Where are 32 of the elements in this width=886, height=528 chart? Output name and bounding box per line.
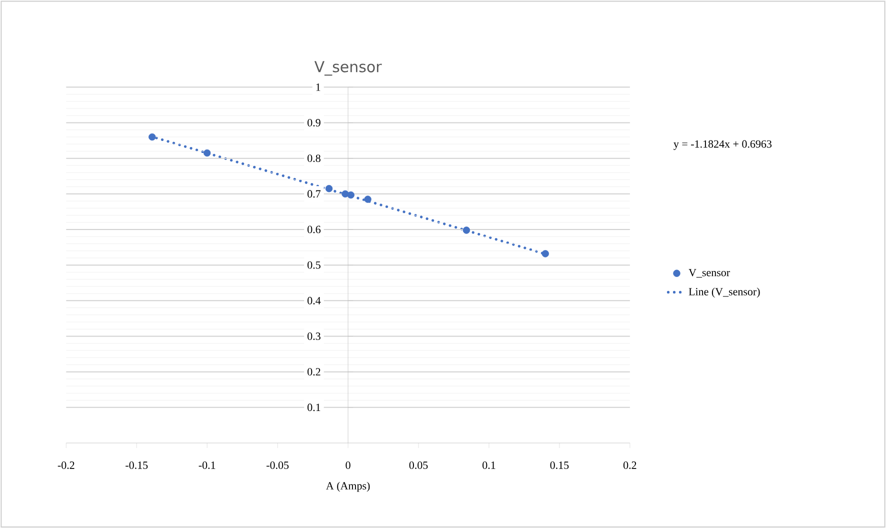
x-tick-label: -0.2 [58,461,74,469]
point [148,133,156,140]
x-tick-label: 0 [346,461,350,469]
x-tick-label: 0.2 [623,461,636,469]
y-tick-label: 0.7 [308,190,321,198]
legend-label: V_sensor [688,268,730,278]
x-tick-label: -0.05 [266,461,289,469]
point [347,191,354,198]
legend-label: Line (V_sensor) [688,288,760,298]
y-tick-label: 1 [316,83,320,91]
text: y = -1.1824x + 0.6963 [674,140,772,150]
point [204,149,211,156]
chart-title: V_sensor [314,61,382,76]
y-tick-label: 0.9 [308,118,320,126]
x-tick-label: 0.05 [409,461,428,469]
point [462,226,470,234]
point [325,184,333,192]
x-tick-label: -0.15 [126,461,148,469]
y-tick-label: 0.5 [308,261,320,269]
y-tick-label: 0.3 [308,332,320,340]
y-tick-label: 0.8 [308,154,320,162]
y-tick-label: 0.4 [308,296,321,304]
y-tick-label: 0.1 [308,404,320,412]
x-axis-title: A (Amps) [326,482,370,492]
x-tick-label: 0.15 [550,461,569,469]
point [542,250,549,258]
point [342,190,349,198]
x-tick-label: 0.1 [482,461,496,469]
x-tick-label: -0.1 [198,461,216,469]
y-tick-label: 0.6 [308,226,321,234]
y-tick-label: 0.2 [308,368,320,376]
point [364,196,372,203]
